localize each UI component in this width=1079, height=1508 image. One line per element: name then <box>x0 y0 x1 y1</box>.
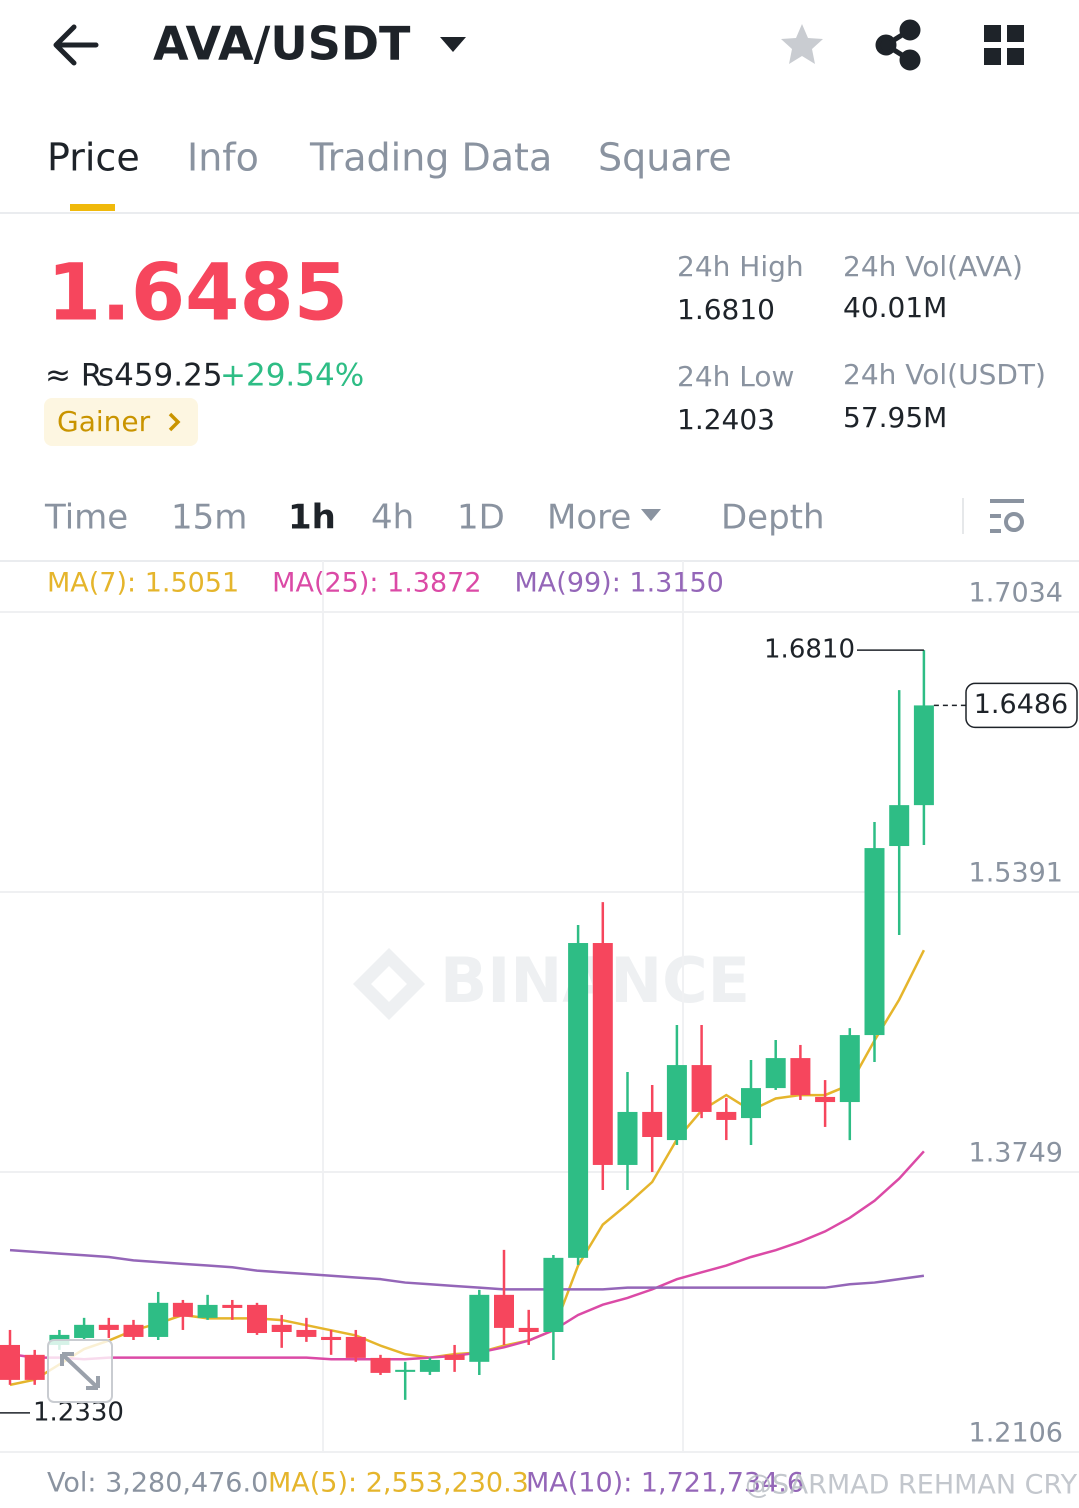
candle-body <box>370 1357 391 1373</box>
tab-indicator <box>70 204 115 211</box>
candle-body <box>691 1065 712 1112</box>
favorite-star[interactable] <box>781 24 823 64</box>
last-price-label: 1.6486 <box>974 689 1068 720</box>
candle-body <box>148 1302 169 1337</box>
candle-body <box>592 943 613 1165</box>
candle-body <box>765 1058 786 1089</box>
candle-body <box>790 1058 811 1096</box>
stat-label: 24h Vol(AVA) <box>843 250 1023 283</box>
stat-label: 24h High <box>677 250 804 283</box>
candle-body <box>395 1369 416 1372</box>
y-tick-label: 1.3749 <box>969 1137 1063 1168</box>
candle-body <box>815 1096 836 1103</box>
pair-dropdown[interactable] <box>440 37 466 52</box>
y-tick-label: 1.7034 <box>969 578 1063 609</box>
candle-body <box>494 1294 514 1328</box>
interval[interactable]: 15m <box>171 498 247 538</box>
candle-body <box>271 1324 292 1332</box>
candle-body <box>172 1302 193 1317</box>
stat-value: 40.01M <box>843 291 947 324</box>
stat-value: 57.95M <box>843 401 947 434</box>
candle-body <box>197 1304 218 1318</box>
candle-body <box>716 1111 737 1120</box>
interval[interactable]: 4h <box>371 498 414 538</box>
volume-ma10: MA(10): 1,721,734.6 <box>526 1468 804 1499</box>
candle-body <box>321 1336 342 1341</box>
candle-body <box>864 848 885 1036</box>
interval[interactable]: More <box>547 498 631 538</box>
interval[interactable]: 1D <box>457 498 505 538</box>
interval[interactable]: Depth <box>721 498 825 538</box>
candle-body <box>666 1065 687 1141</box>
candle-body <box>0 1344 20 1380</box>
expand-button[interactable] <box>47 1339 113 1403</box>
share-button[interactable] <box>875 19 921 71</box>
ma-legend: MA(25): 1.3872 <box>272 568 481 599</box>
candle-body <box>913 705 934 806</box>
interval-active[interactable]: 1h <box>288 498 336 538</box>
candle-body <box>642 1111 663 1137</box>
volume-ma5: MA(5): 2,553,230.3 <box>268 1468 529 1499</box>
candle-body <box>419 1359 440 1372</box>
brand-watermark: BINANCE <box>353 944 750 1020</box>
high-label: 1.6810 <box>764 635 855 665</box>
stat-label: 24h Low <box>677 360 794 393</box>
candle-body <box>568 943 589 1258</box>
last-price: 1.6485 <box>47 248 348 338</box>
tab[interactable]: Trading Data <box>309 136 552 180</box>
badge-text[interactable]: Gainer <box>57 405 151 438</box>
candle-body <box>98 1324 119 1330</box>
chart-settings[interactable] <box>990 499 1024 533</box>
candle-body <box>345 1336 366 1358</box>
volume-label: Vol: 3,280,476.0 <box>47 1468 268 1499</box>
candle-body <box>543 1257 564 1332</box>
ma-line <box>9 1150 925 1361</box>
candle-body <box>296 1329 317 1337</box>
candle-body <box>741 1088 761 1119</box>
candle-body <box>222 1304 243 1308</box>
watermark: @SARMAD REHMAN CRYPTO <box>745 1470 1079 1501</box>
badge-chevron <box>168 412 181 432</box>
plot: 1.2106 1.3749 1.5391 1.7034 MA(7): 1.5051 MA(… <box>0 568 1079 1453</box>
ma-line <box>9 1248 925 1291</box>
tab-active[interactable]: Price <box>47 136 140 180</box>
ma-legend: MA(99): 1.3150 <box>515 568 724 599</box>
grid-menu[interactable] <box>984 25 1024 65</box>
stat-value: 1.2403 <box>677 403 775 436</box>
last-price-box <box>965 682 1078 729</box>
y-tick-label: 1.2106 <box>969 1418 1063 1449</box>
ma-legend: MA(7): 1.5051 <box>47 568 239 599</box>
interval[interactable]: Time <box>44 498 128 538</box>
candle-body <box>247 1304 267 1334</box>
more-dropdown[interactable] <box>641 509 661 521</box>
stat-value: 1.6810 <box>677 293 775 326</box>
tab[interactable]: Square <box>598 136 732 180</box>
pair-title[interactable]: AVA/USDT <box>153 17 411 71</box>
candle-body <box>444 1354 465 1360</box>
candle-body <box>469 1294 490 1362</box>
candle-body <box>74 1324 95 1338</box>
candle-body <box>889 805 910 847</box>
price-change: +29.54% <box>220 358 364 394</box>
back-button[interactable] <box>53 24 99 66</box>
stat-label: 24h Vol(USDT) <box>843 358 1046 391</box>
candle-body <box>617 1111 638 1165</box>
candle-body <box>123 1324 144 1337</box>
tab[interactable]: Info <box>187 136 259 180</box>
candle-body <box>839 1035 860 1103</box>
gainer-badge[interactable] <box>44 398 198 446</box>
candle-body <box>518 1327 539 1332</box>
fiat-price: ≈ ₨459.25 <box>45 358 223 394</box>
candle-body <box>24 1354 45 1380</box>
y-tick-label: 1.5391 <box>969 858 1063 889</box>
